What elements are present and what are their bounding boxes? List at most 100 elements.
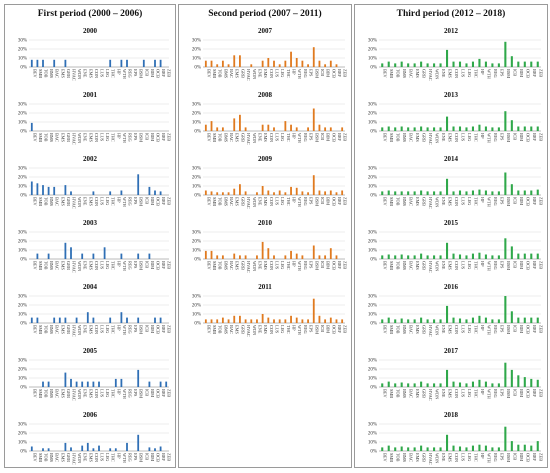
x-tick-label: BRF xyxy=(161,453,166,462)
x-tick-label: WTH xyxy=(297,69,302,79)
bar xyxy=(407,191,410,195)
bar xyxy=(86,312,89,323)
x-tick-label: WTH xyxy=(122,69,127,79)
bar xyxy=(465,191,468,195)
y-tick-label: 30% xyxy=(368,167,377,172)
x-tick-label: HVAC xyxy=(428,453,433,465)
x-tick-label: HVAC xyxy=(72,133,77,145)
bar xyxy=(92,317,95,323)
bar xyxy=(148,253,151,259)
bar xyxy=(98,381,100,387)
bar xyxy=(250,64,253,67)
x-tick-label: BSM xyxy=(506,69,511,78)
chart-title: 2006 xyxy=(83,411,97,419)
bar xyxy=(137,369,140,387)
x-tick-label: BMS xyxy=(49,197,54,207)
bar xyxy=(387,61,390,67)
bar xyxy=(387,317,390,323)
bar xyxy=(92,253,95,259)
bar xyxy=(165,381,168,387)
x-tick-label: THC xyxy=(111,197,116,206)
x-tick-label: HP xyxy=(480,197,485,203)
x-tick-label: OCB xyxy=(525,133,530,142)
bar xyxy=(478,124,481,131)
x-tick-label: LUS xyxy=(461,325,466,334)
x-tick-label: LUS xyxy=(275,197,280,206)
x-tick-label: OCB xyxy=(156,325,161,334)
bar xyxy=(536,189,539,195)
x-tick-label: BIM xyxy=(150,453,155,461)
x-tick-label: EPS xyxy=(309,325,314,333)
bar xyxy=(290,250,292,259)
x-tick-label: BSM xyxy=(139,389,144,398)
bar xyxy=(47,186,50,195)
x-tick-label: BMS xyxy=(402,69,407,79)
bar xyxy=(318,255,321,259)
x-tick-label: BEV xyxy=(206,261,211,270)
x-tick-label: WTH xyxy=(486,389,491,399)
x-tick-label: LEG xyxy=(105,261,110,269)
x-tick-label: EPS xyxy=(499,197,504,205)
x-tick-label: ENE xyxy=(83,453,88,462)
bar xyxy=(400,61,403,67)
bar-chart: 30%20%10%0%BEV SMB TOB BMS BAC EMS GRB HVAC WDN E… xyxy=(18,167,171,209)
x-tick-label: BSM xyxy=(139,197,144,206)
bar xyxy=(484,126,487,131)
y-tick-label: 30% xyxy=(368,423,377,428)
x-tick-label: EMS xyxy=(235,133,240,142)
x-tick-label: BEV xyxy=(383,453,388,462)
bar xyxy=(47,253,50,259)
bar xyxy=(307,64,309,67)
x-tick-label: LUS xyxy=(461,69,466,78)
x-tick-label: ICB xyxy=(144,453,149,460)
x-tick-label: GRB xyxy=(240,69,245,78)
x-tick-label: THC xyxy=(111,453,116,462)
mini-chart-2016: 2016 30% 20% 10% 0% BEV SMB TOB BMS BAC EMS GRB HVAC… xyxy=(359,283,543,345)
x-tick-label: EPS xyxy=(499,389,504,397)
bar xyxy=(497,255,500,259)
x-tick-label: BSM xyxy=(139,133,144,142)
bar xyxy=(394,63,397,67)
bar xyxy=(64,185,67,195)
x-tick-label: LUS xyxy=(275,261,280,270)
bar xyxy=(458,126,462,131)
x-tick-label: LUS xyxy=(461,261,466,270)
bar xyxy=(452,445,455,451)
x-tick-label: LEG xyxy=(105,197,110,205)
bar-chart: 30%20%10%0%BEV SMB TOB BMS BAC EMS GRB HVAC WDN E… xyxy=(368,359,543,401)
x-tick-label: WTH xyxy=(122,389,127,399)
x-tick-label: OCB xyxy=(525,325,530,334)
bar xyxy=(394,319,397,323)
x-tick-label: BRF xyxy=(532,325,537,334)
bar xyxy=(159,381,162,387)
bar xyxy=(478,252,481,259)
mini-chart-2014: 2014 30% 20% 10% 0% BEV SMB TOB BMS BAC EMS GRB HVAC… xyxy=(359,155,543,217)
bar xyxy=(426,255,429,259)
bar xyxy=(221,192,224,195)
bar xyxy=(394,191,397,195)
chart-title: 2013 xyxy=(444,91,458,99)
bar xyxy=(471,253,474,259)
x-tick-label: BIM xyxy=(326,261,331,269)
bar xyxy=(400,382,403,387)
mini-chart-2012: 2012 30% 20% 10% 0% BEV SMB TOB BMS BAC EMS GRB HVAC… xyxy=(359,27,543,89)
bar xyxy=(148,447,151,451)
x-tick-label: ICB xyxy=(512,197,517,204)
x-tick-label: BEV xyxy=(383,69,388,78)
chart-title: 2017 xyxy=(444,347,458,355)
y-tick-label: 30% xyxy=(18,359,27,364)
y-tick-label: 10% xyxy=(18,121,27,126)
bar xyxy=(341,319,344,323)
x-tick-label: BAC xyxy=(55,133,60,142)
y-tick-label: 20% xyxy=(18,48,27,53)
bar xyxy=(341,190,344,195)
bar xyxy=(471,317,474,323)
bar xyxy=(478,315,481,323)
bar xyxy=(439,447,442,451)
x-tick-label: OCB xyxy=(156,133,161,142)
x-tick-label: BSM xyxy=(314,325,319,334)
bar xyxy=(233,118,236,131)
x-tick-label: THC xyxy=(473,197,478,206)
bar xyxy=(30,59,33,67)
bar xyxy=(324,319,327,323)
